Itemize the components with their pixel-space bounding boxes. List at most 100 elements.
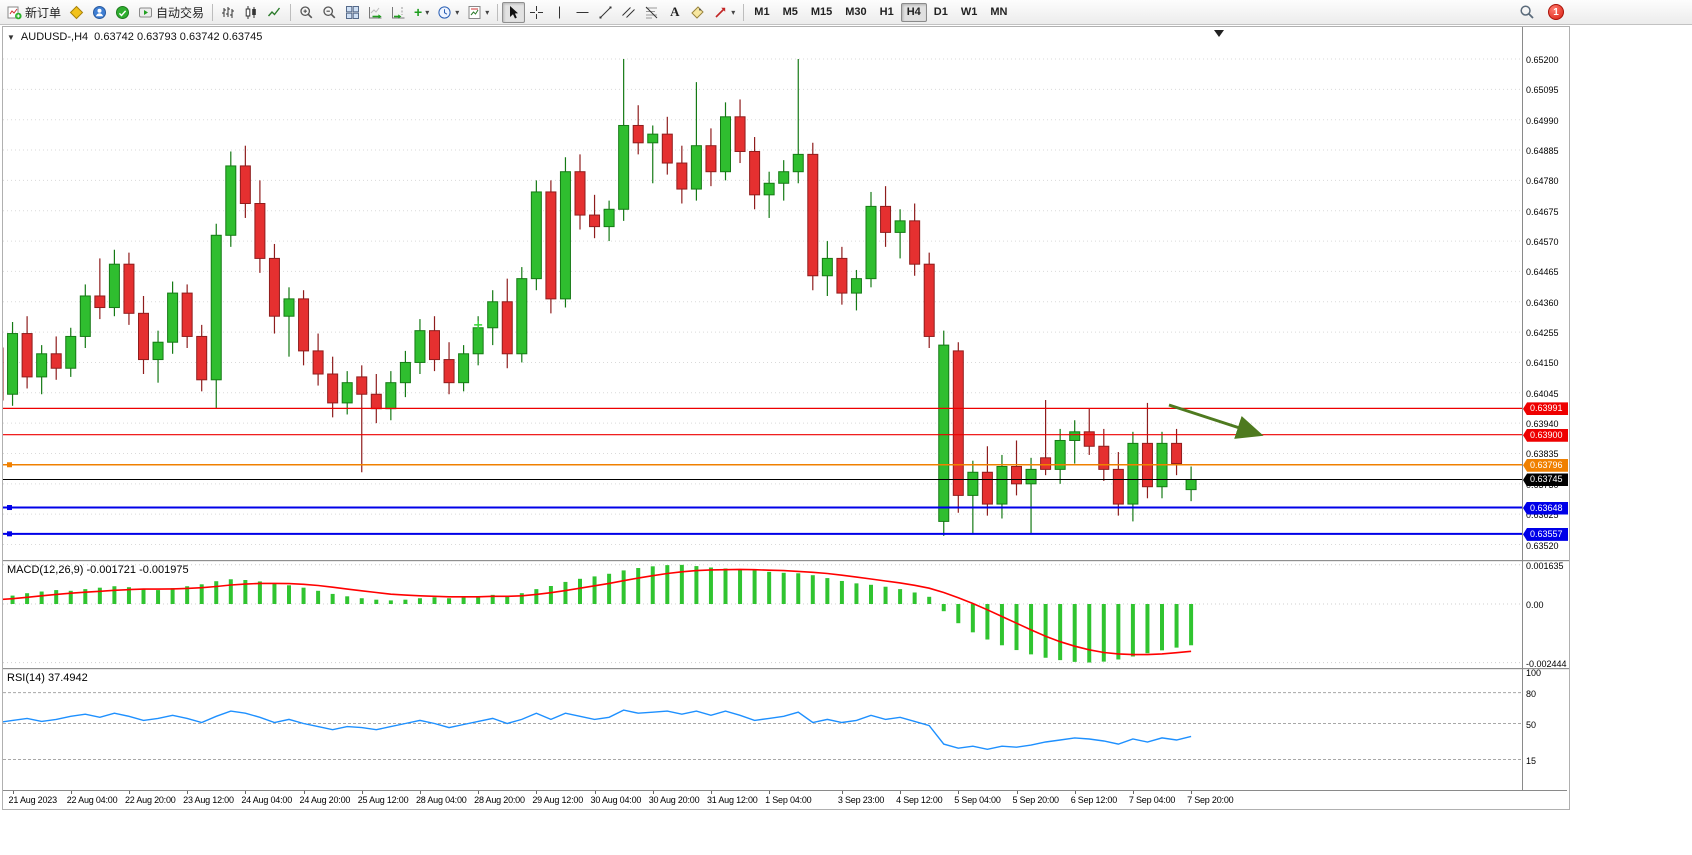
timeframe-button-M30[interactable]: M30 [845, 5, 867, 18]
time-tick [1074, 791, 1076, 794]
candle-body [967, 471, 979, 496]
timeframe-button-D1[interactable]: D1 [933, 5, 948, 18]
toolbar-separator [212, 3, 214, 21]
candle-body [181, 292, 193, 337]
trendline-button[interactable] [594, 2, 617, 23]
price-scale-separator [1522, 27, 1523, 790]
time-axis[interactable]: 21 Aug 2023 22 Aug 04:00 22 Aug 20:00 23 Au… [3, 790, 1567, 809]
zoom-out-button[interactable] [318, 2, 341, 23]
main-chart-panel[interactable]: ▼ AUDUSD-,H4 0.63742 0.63793 0.63742 0.6… [3, 27, 1567, 560]
autotrading-button[interactable]: 自动交易 [134, 2, 208, 23]
cursor-button[interactable] [502, 1, 526, 23]
timeframe-button-H4[interactable]: H4 [900, 2, 927, 22]
time-tick [128, 791, 130, 794]
macd-chart[interactable] [3, 562, 1522, 668]
candle-body [1025, 468, 1037, 485]
time-label: 28 Aug 20:00 [474, 795, 525, 805]
horizontal-line-button[interactable] [571, 2, 594, 23]
crosshair-button[interactable] [525, 2, 548, 23]
time-tick [70, 791, 72, 794]
panel-divider[interactable] [3, 560, 1569, 562]
time-tick [12, 791, 14, 794]
candle-body [1011, 465, 1022, 485]
timeframe-button-M1[interactable]: M1 [754, 5, 770, 18]
timeframe-button-H1[interactable]: H1 [879, 5, 894, 18]
candle-body [1040, 457, 1052, 470]
rsi-chart[interactable] [3, 670, 1522, 790]
candlestick-chart-button[interactable] [240, 2, 263, 23]
candle-body [138, 312, 149, 361]
candle-body [268, 257, 280, 317]
channel-button[interactable] [617, 2, 640, 23]
search-icon [1520, 5, 1534, 19]
indicators-button[interactable]: + ▾ [410, 2, 433, 23]
candle-body [981, 471, 993, 505]
candle-body [530, 191, 542, 280]
timeframe-button-MN[interactable]: MN [990, 5, 1008, 18]
time-tick [478, 791, 480, 794]
candle-body [559, 171, 571, 300]
one-click-trading-caret-icon[interactable]: ▼ [7, 32, 15, 42]
panel-divider[interactable] [3, 668, 1569, 670]
rsi-label: RSI(14) 37.4942 [7, 672, 88, 684]
templates-button[interactable]: ▾ [463, 2, 493, 23]
metaeditor-button[interactable] [65, 2, 88, 23]
label-button[interactable] [686, 2, 709, 23]
plus-marker-icon [474, 320, 483, 329]
candle-body [1171, 442, 1183, 465]
line-handle[interactable] [7, 462, 12, 468]
bar-position-marker-icon [1214, 30, 1224, 37]
dropdown-caret-icon: ▾ [455, 7, 460, 17]
timeframe-button-M15[interactable]: M15 [810, 5, 833, 18]
profile-button[interactable] [88, 2, 111, 23]
candlestick-chart[interactable] [3, 27, 1522, 560]
candle-body [952, 350, 964, 496]
candle-body [865, 205, 877, 280]
time-label: 22 Aug 04:00 [66, 795, 118, 805]
timeframe-button-W1[interactable]: W1 [960, 5, 978, 18]
candle-body [909, 220, 921, 265]
time-label: 4 Sep 12:00 [896, 795, 943, 805]
time-tick [594, 791, 596, 794]
periods-button[interactable]: ▾ [433, 2, 463, 23]
candlestick-chart-icon [245, 5, 256, 19]
time-label: 23 Aug 12:00 [183, 795, 234, 805]
trend-arrow[interactable] [1168, 403, 1264, 439]
bar-chart-button[interactable] [217, 2, 240, 23]
new-order-label: 新订单 [25, 5, 62, 20]
market-button[interactable] [111, 2, 134, 23]
candle-body [167, 292, 179, 343]
macd-panel[interactable]: MACD(12,26,9) -0.001721 -0.001975 [3, 562, 1567, 668]
candle-body [603, 208, 615, 228]
candle-body [1083, 431, 1095, 447]
rsi-panel[interactable]: RSI(14) 37.4942 [3, 670, 1567, 790]
label-icon [691, 5, 704, 19]
line-handle[interactable] [7, 505, 12, 511]
autotrading-label: 自动交易 [156, 5, 205, 20]
arrows-button[interactable]: ▾ [709, 2, 739, 23]
zoom-in-button[interactable] [295, 2, 318, 23]
notification-badge[interactable]: 1 [1548, 4, 1564, 20]
vertical-line-button[interactable] [548, 2, 571, 23]
text-button[interactable]: A [663, 2, 686, 23]
candle-body [414, 330, 426, 363]
time-tick [187, 791, 189, 794]
ohlc-text: 0.63742 0.63793 0.63742 0.63745 [94, 31, 263, 43]
candle-body [298, 298, 310, 352]
fibonacci-button[interactable] [640, 2, 663, 23]
tile-windows-button[interactable] [341, 2, 364, 23]
candle-body [1098, 445, 1110, 470]
zoom-in-icon [300, 5, 313, 18]
chart-window[interactable]: ▼ AUDUSD-,H4 0.63742 0.63793 0.63742 0.6… [2, 26, 1570, 810]
line-handle[interactable] [7, 531, 12, 537]
candle-body [327, 373, 339, 404]
search-button[interactable] [1515, 2, 1539, 23]
candle-body [1054, 439, 1066, 470]
new-order-button[interactable]: 新订单 [3, 2, 65, 23]
timeframe-button-M5[interactable]: M5 [782, 5, 798, 18]
candle-body [836, 257, 848, 294]
line-chart-button[interactable] [263, 2, 286, 23]
time-tick [1016, 791, 1018, 794]
auto-scroll-button[interactable] [364, 2, 387, 23]
chart-shift-button[interactable] [387, 2, 410, 23]
